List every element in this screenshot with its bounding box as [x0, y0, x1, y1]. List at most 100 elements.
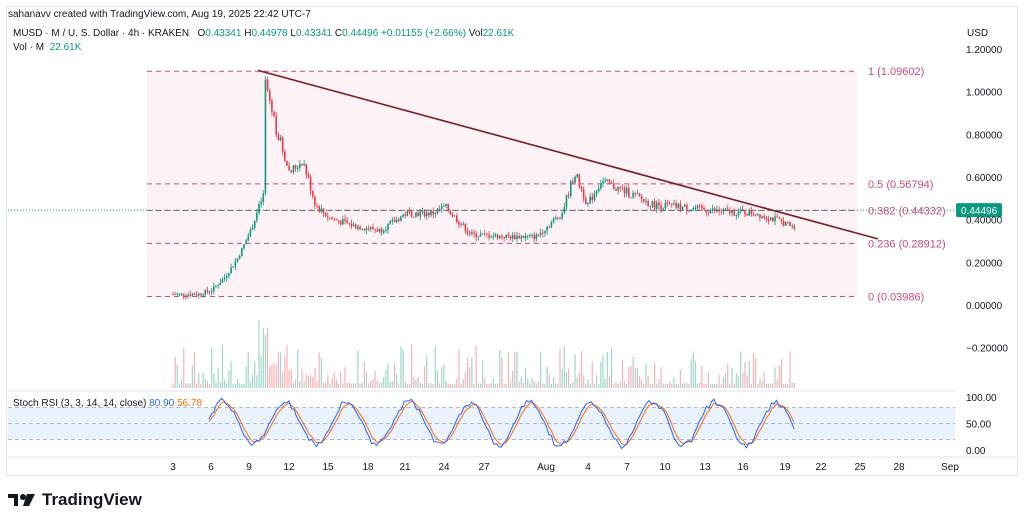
volume-bar	[772, 383, 774, 388]
x-axis-tick-label: 13	[699, 462, 711, 473]
volume-bar	[587, 379, 589, 388]
candle-body	[185, 295, 187, 297]
candle-body	[449, 211, 452, 215]
volume-bar	[484, 377, 486, 388]
volume-bar	[292, 383, 294, 388]
volume-bar	[320, 358, 322, 388]
candle-body	[329, 217, 331, 219]
volume-bar	[787, 383, 789, 388]
volume-bar	[770, 383, 772, 388]
candle-body	[752, 214, 755, 216]
volume-bar	[654, 363, 656, 388]
stoch-rsi-label[interactable]: Stoch RSI (3, 3, 14, 14, close)	[13, 398, 147, 409]
volume-bar	[305, 374, 307, 388]
candle-body	[307, 174, 310, 178]
volume-bar	[271, 364, 273, 388]
volume-bar	[213, 373, 215, 388]
x-axis-tick-label: 24	[438, 462, 450, 473]
candle-body	[668, 203, 671, 205]
candle-body	[514, 235, 516, 239]
symbol-name[interactable]: MUSD · M / U. S. Dollar · 4h · KRAKEN	[13, 28, 190, 39]
candle-body	[273, 111, 275, 117]
volume-bar	[793, 382, 795, 388]
candle-body	[597, 188, 600, 192]
volume-bar	[206, 380, 208, 388]
volume-bar	[469, 367, 471, 388]
volume-bar	[514, 351, 516, 388]
candle-body	[772, 217, 774, 222]
candle-body	[729, 209, 731, 213]
candle-body	[610, 183, 613, 185]
volume-bar	[247, 351, 249, 388]
candle-body	[303, 164, 305, 166]
high-label: H	[244, 28, 252, 39]
volume-bar	[204, 379, 206, 388]
open-label: O	[197, 28, 206, 39]
volume-bar	[277, 352, 279, 388]
candle-body	[606, 179, 609, 181]
volume-bar	[376, 380, 378, 388]
candle-body	[458, 222, 460, 225]
candle-body	[692, 208, 695, 210]
volume-bar	[555, 383, 557, 388]
candle-body	[245, 240, 247, 245]
candle-body	[232, 266, 234, 268]
volume-bar	[226, 383, 228, 388]
candle-body	[256, 213, 258, 221]
candle-body	[737, 211, 740, 216]
stoch-rsi-legend[interactable]: Stoch RSI (3, 3, 14, 14, close) 80.90 56…	[13, 398, 202, 409]
candle-body	[671, 203, 673, 205]
candle-body	[406, 210, 409, 216]
candle-body	[630, 197, 632, 199]
fib-level-label: 0.5 (0.56794)	[868, 179, 933, 191]
candle-body	[640, 196, 643, 200]
candle-body	[281, 137, 284, 152]
volume-bar	[791, 382, 793, 388]
volume-bar	[669, 381, 671, 388]
candle-body	[655, 202, 658, 209]
x-axis-tick-label: 21	[399, 462, 411, 473]
y-axis-tick-label: 0.00000	[966, 301, 1003, 312]
volume-bar	[419, 382, 421, 388]
candle-body	[380, 228, 383, 233]
candle-body	[333, 218, 336, 220]
volume-bar	[572, 382, 574, 388]
volume-bar	[355, 383, 357, 388]
candle-body	[615, 189, 617, 191]
candle-body	[279, 137, 282, 140]
volume-bar	[699, 382, 701, 388]
volume-bar	[404, 381, 406, 388]
candle-body	[385, 229, 387, 232]
volume-bar	[576, 377, 578, 388]
volume-bar	[411, 344, 413, 388]
candle-body	[204, 290, 207, 295]
candle-body	[357, 226, 359, 229]
candle-body	[271, 100, 273, 112]
fib-level-label: 1 (1.09602)	[868, 66, 924, 78]
volume-bar	[694, 361, 697, 388]
candle-body	[456, 215, 458, 223]
volume-bar	[619, 382, 621, 388]
x-axis-tick-label: 16	[737, 462, 749, 473]
candle-body	[268, 90, 271, 101]
candle-body	[241, 248, 243, 256]
candle-body	[322, 208, 325, 214]
x-axis-tick-label: 12	[283, 462, 295, 473]
volume-bar	[415, 379, 417, 388]
symbol-legend[interactable]: MUSD · M / U. S. Dollar · 4h · KRAKEN O0…	[13, 28, 514, 39]
candle-body	[505, 234, 508, 238]
tradingview-footer[interactable]: TradingView	[8, 488, 142, 512]
volume-bar	[318, 352, 320, 388]
volume-bar	[613, 383, 615, 388]
candle-body	[367, 228, 370, 230]
candle-body	[400, 216, 402, 222]
currency-label[interactable]: USD	[967, 28, 989, 39]
candle-body	[767, 219, 770, 221]
volume-legend[interactable]: Vol · M 22.61K	[13, 42, 81, 53]
volume-indicator-label[interactable]: Vol · M	[13, 42, 45, 53]
volume-bar	[267, 327, 269, 388]
volume-bar	[656, 383, 658, 388]
volume-bar	[402, 349, 404, 388]
candle-body	[436, 208, 439, 214]
